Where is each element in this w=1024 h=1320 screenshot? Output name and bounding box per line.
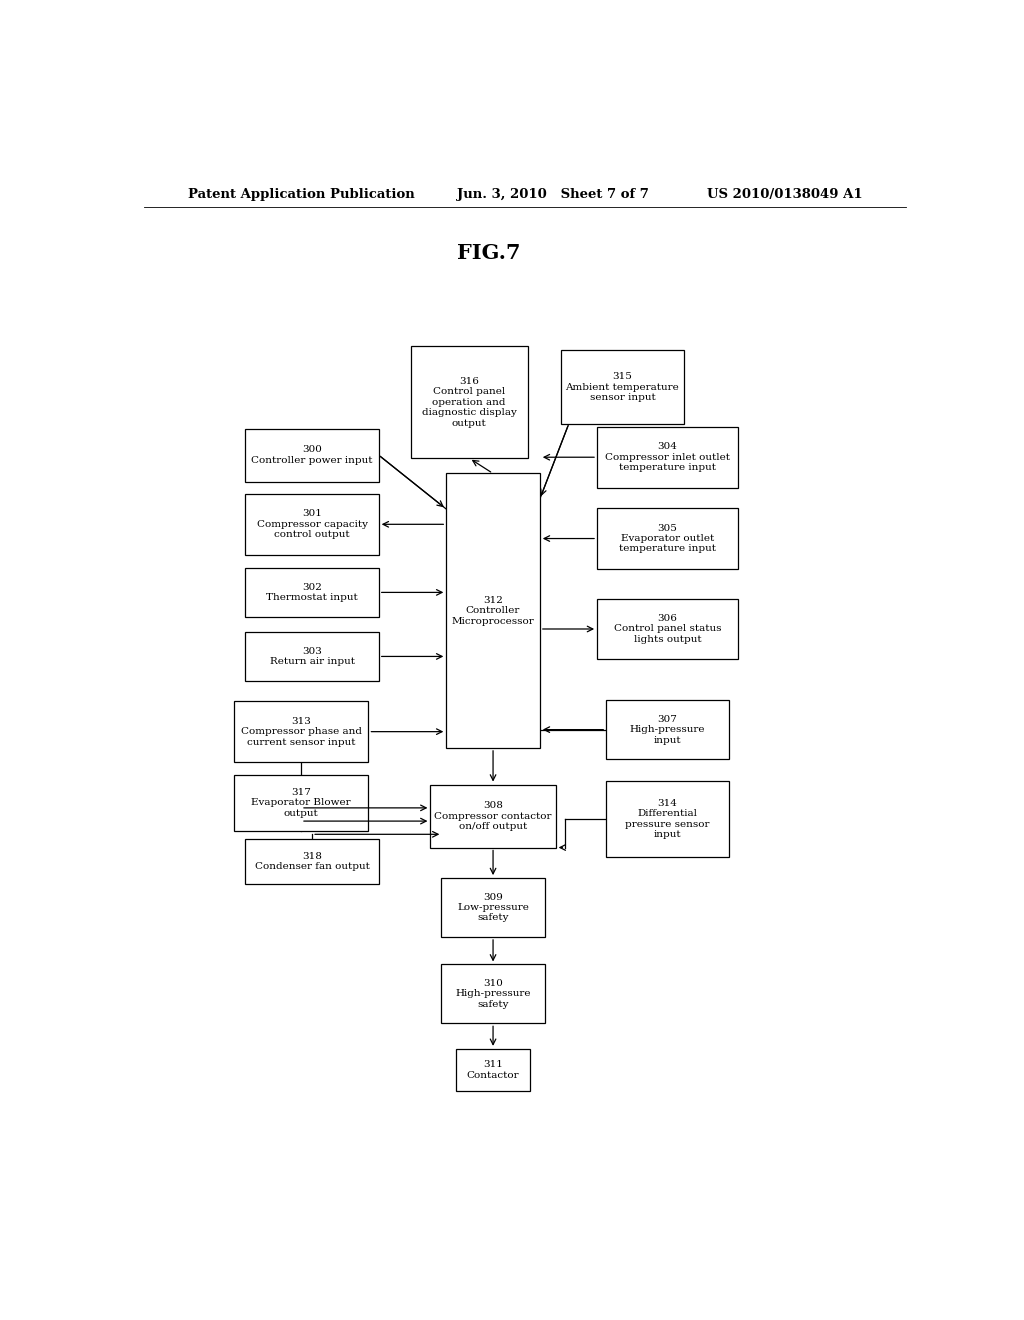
Text: 306
Control panel status
lights output: 306 Control panel status lights output bbox=[614, 614, 721, 644]
Text: 318
Condenser fan output: 318 Condenser fan output bbox=[255, 851, 370, 871]
FancyBboxPatch shape bbox=[561, 351, 684, 424]
FancyBboxPatch shape bbox=[430, 784, 556, 847]
FancyBboxPatch shape bbox=[246, 632, 379, 681]
Text: 301
Compressor capacity
control output: 301 Compressor capacity control output bbox=[257, 510, 368, 539]
FancyBboxPatch shape bbox=[233, 701, 369, 762]
Text: 315
Ambient temperature
sensor input: 315 Ambient temperature sensor input bbox=[565, 372, 679, 403]
Text: Jun. 3, 2010   Sheet 7 of 7: Jun. 3, 2010 Sheet 7 of 7 bbox=[458, 189, 649, 202]
FancyBboxPatch shape bbox=[246, 429, 379, 482]
Text: 312
Controller
Microprocessor: 312 Controller Microprocessor bbox=[452, 595, 535, 626]
Text: FIG.7: FIG.7 bbox=[458, 243, 521, 263]
FancyBboxPatch shape bbox=[246, 494, 379, 554]
Text: 316
Control panel
operation and
diagnostic display
output: 316 Control panel operation and diagnost… bbox=[422, 378, 517, 428]
Text: 310
High-pressure
safety: 310 High-pressure safety bbox=[456, 979, 530, 1008]
Text: 300
Controller power input: 300 Controller power input bbox=[251, 445, 373, 465]
FancyBboxPatch shape bbox=[441, 878, 545, 937]
Text: Patent Application Publication: Patent Application Publication bbox=[187, 189, 415, 202]
Text: 311
Contactor: 311 Contactor bbox=[467, 1060, 519, 1080]
Text: 307
High-pressure
input: 307 High-pressure input bbox=[630, 714, 706, 744]
FancyBboxPatch shape bbox=[597, 598, 738, 660]
FancyBboxPatch shape bbox=[606, 781, 729, 857]
Text: 302
Thermostat input: 302 Thermostat input bbox=[266, 582, 358, 602]
FancyBboxPatch shape bbox=[597, 508, 738, 569]
FancyBboxPatch shape bbox=[446, 474, 540, 748]
Text: 305
Evaporator outlet
temperature input: 305 Evaporator outlet temperature input bbox=[620, 524, 716, 553]
FancyBboxPatch shape bbox=[441, 965, 545, 1023]
Text: US 2010/0138049 A1: US 2010/0138049 A1 bbox=[708, 189, 863, 202]
FancyBboxPatch shape bbox=[246, 840, 379, 884]
Text: 304
Compressor inlet outlet
temperature input: 304 Compressor inlet outlet temperature … bbox=[605, 442, 730, 473]
Text: 317
Evaporator Blower
output: 317 Evaporator Blower output bbox=[251, 788, 351, 817]
FancyBboxPatch shape bbox=[597, 426, 738, 487]
FancyBboxPatch shape bbox=[411, 346, 528, 458]
FancyBboxPatch shape bbox=[456, 1049, 530, 1092]
FancyBboxPatch shape bbox=[246, 568, 379, 616]
Text: 314
Differential
pressure sensor
input: 314 Differential pressure sensor input bbox=[626, 799, 710, 840]
FancyBboxPatch shape bbox=[233, 775, 369, 830]
Text: 308
Compressor contactor
on/off output: 308 Compressor contactor on/off output bbox=[434, 801, 552, 830]
FancyBboxPatch shape bbox=[606, 700, 729, 759]
Text: 303
Return air input: 303 Return air input bbox=[269, 647, 354, 667]
Text: 309
Low-pressure
safety: 309 Low-pressure safety bbox=[457, 892, 529, 923]
Text: 313
Compressor phase and
current sensor input: 313 Compressor phase and current sensor … bbox=[241, 717, 361, 747]
